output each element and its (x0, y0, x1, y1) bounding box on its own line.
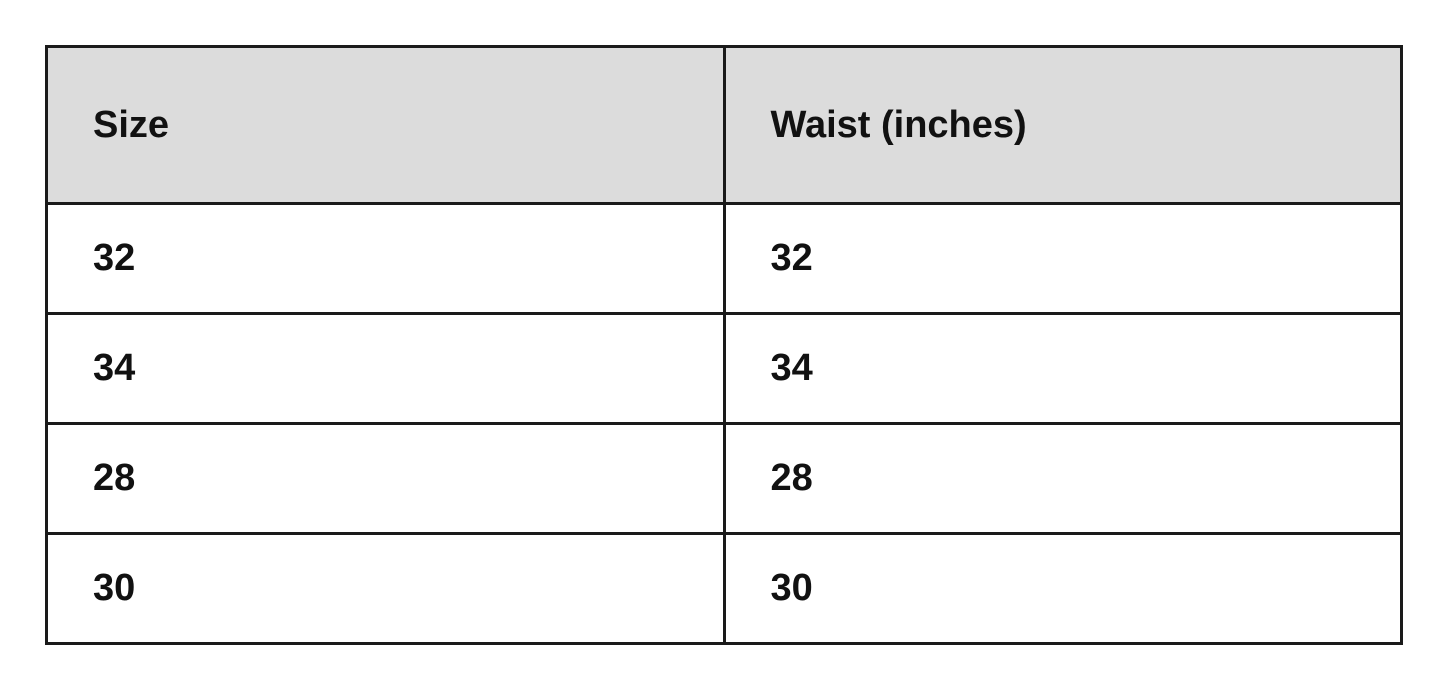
table-row: 28 28 (45, 422, 1403, 535)
cell-size: 30 (45, 532, 726, 645)
table-row: 34 34 (45, 312, 1403, 425)
header-row: Size Waist (inches) (45, 45, 1403, 205)
cell-waist: 34 (722, 312, 1403, 425)
table-row: 32 32 (45, 202, 1403, 315)
cell-size: 34 (45, 312, 726, 425)
cell-waist: 28 (722, 422, 1403, 535)
cell-waist: 32 (722, 202, 1403, 315)
size-table: Size Waist (inches) 32 32 34 34 28 28 30 30 (45, 45, 1403, 645)
header-size: Size (45, 45, 726, 205)
cell-size: 28 (45, 422, 726, 535)
header-waist: Waist (inches) (722, 45, 1403, 205)
cell-waist: 30 (722, 532, 1403, 645)
table-row: 30 30 (45, 532, 1403, 645)
cell-size: 32 (45, 202, 726, 315)
